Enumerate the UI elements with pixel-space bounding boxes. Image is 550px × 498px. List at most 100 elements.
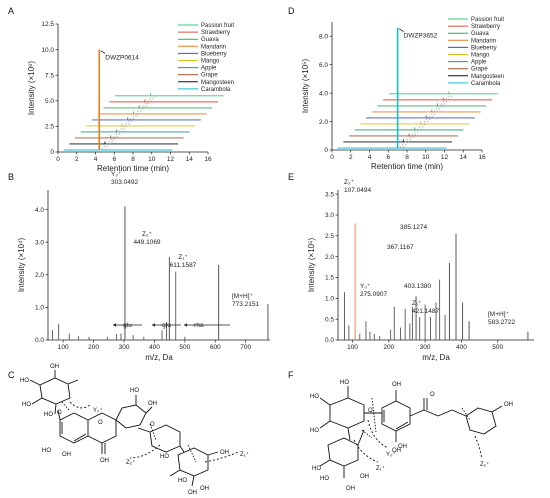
y-axis-label: Intensity (×10⁴) [17, 237, 26, 292]
legend-entry: Strawberry [471, 24, 500, 30]
y-tick-label: 8.0 [319, 33, 328, 40]
atom-label: HO [340, 380, 349, 386]
mz-label: 385.1274 [400, 224, 427, 231]
loss-arrowhead [113, 323, 116, 327]
legend-entry: Carambola [471, 81, 501, 87]
mz-label: 367.1167 [387, 244, 414, 251]
x-tick-label: 200 [383, 344, 394, 351]
panel-label-f: F [288, 370, 294, 380]
x-tick-label: 10 [148, 156, 156, 163]
atom-label: OH [200, 486, 209, 492]
x-axis-label: m/z, Da [145, 353, 173, 362]
y-axis-label: Intensity (×10⁶) [27, 61, 36, 116]
y-tick-label: 1.0 [325, 296, 334, 303]
y-tick-label: 2.5 [45, 124, 54, 131]
fragment-label: Y₀⁺ [386, 451, 396, 458]
legend-entry: Carambola [201, 87, 231, 93]
loss-arrowhead [152, 323, 155, 327]
panel-label-b: B [8, 172, 14, 182]
x-tick-label: 2 [349, 154, 353, 161]
x-axis-label: Retention time (min) [371, 162, 443, 171]
ion-label: Y₀⁺ [360, 283, 371, 290]
annotation-arrow [398, 28, 404, 32]
ion-label: Z₁⁺ [178, 254, 188, 261]
legend-entry: Blueberry [201, 51, 227, 57]
chromatogram-d: 0 2 4 6 8 10 12 14 16 0 2.0 4.0 6.0 8.0 Retention time… [301, 17, 504, 171]
structure-c [29, 370, 239, 487]
atom-label: OH [220, 450, 229, 456]
y-tick-label: 4.0 [319, 90, 328, 97]
structure-f [319, 386, 503, 478]
mz-label: 773.2151 [232, 301, 259, 308]
ion-label: Y₀⁺ [111, 171, 122, 178]
x-tick-label: 8 [131, 156, 135, 163]
legend-entry: Apple [471, 60, 487, 66]
x-tick-label: 300 [119, 344, 130, 351]
ion-label: [M+H]⁺ [488, 311, 510, 318]
atom-label: O [150, 422, 155, 428]
atom-label: OH [392, 382, 401, 388]
atom-label: HO [312, 466, 321, 472]
ion-label: [M+H]⁺ [232, 293, 254, 300]
atom-label: HO [178, 478, 187, 484]
legend-entry: Apple [201, 66, 217, 72]
x-tick-label: 0 [56, 156, 60, 163]
x-tick-label: 4 [368, 154, 372, 161]
atom-label: OH [504, 402, 513, 408]
atom-label: OH [360, 474, 369, 480]
y-tick-label: 0.0 [35, 337, 44, 344]
atom-label: HO [310, 428, 319, 434]
atom-label: HO [42, 448, 51, 454]
ion-label: Z₁⁺ [412, 300, 422, 307]
depth-guide [101, 95, 153, 151]
x-tick-label: 4 [94, 156, 98, 163]
x-tick-label: 400 [149, 344, 160, 351]
x-tick-label: 100 [347, 344, 358, 351]
fragment-label: Z₂⁺ [126, 459, 135, 466]
y-tick-label: 10.0 [41, 47, 54, 54]
panel-label-e: E [288, 172, 294, 182]
atom-label: O [98, 420, 103, 426]
y-tick-label: 2.5 [325, 233, 334, 240]
atom-label: OH [346, 486, 355, 492]
x-tick-label: 300 [420, 344, 431, 351]
x-tick-label: 14 [460, 154, 468, 161]
legend-entry: Mandarin [471, 38, 496, 44]
fragment-label: Z₂⁺ [480, 461, 489, 468]
atom-label: O [368, 408, 373, 414]
loss-label: -glu [121, 322, 132, 329]
x-tick-label: 8 [405, 154, 409, 161]
atom-label: HO [310, 394, 319, 400]
x-tick-label: 500 [179, 344, 190, 351]
y-tick-label: 0.5 [325, 316, 334, 323]
atom-label: HO [20, 378, 29, 384]
y-tick-label: 0 [324, 147, 328, 154]
atom-label: OH [392, 448, 401, 454]
legend-entry: Guava [201, 37, 219, 43]
legend-entry: Strawberry [201, 30, 230, 36]
y-tick-label: 0 [50, 149, 54, 156]
y-tick-label: 3.0 [35, 239, 44, 246]
y-tick-label: 1.5 [325, 275, 334, 282]
depth-guide [402, 93, 455, 149]
legend-entry: Grape [471, 67, 488, 73]
x-tick-label: 16 [478, 154, 486, 161]
mz-label: 583.2722 [488, 319, 515, 326]
y-tick-label: 12.5 [41, 21, 54, 28]
mz-label: 449.1069 [133, 239, 160, 246]
x-tick-label: 14 [186, 156, 194, 163]
x-tick-label: 2 [75, 156, 79, 163]
loss-label: -glu [160, 322, 171, 329]
legend-entry: Guava [471, 31, 489, 37]
x-tick-label: 12 [441, 154, 449, 161]
y-axis-label: Intensity (×10⁵) [307, 238, 316, 293]
peak-annotation: DWZP0614 [105, 55, 139, 62]
mz-label: 107.0494 [344, 187, 371, 194]
atom-label: OH [62, 452, 71, 458]
ion-label: Z₂⁺ [142, 231, 152, 238]
depth-guide [399, 93, 452, 149]
atom-label: HO [130, 388, 139, 394]
atom-label: HO [44, 412, 53, 418]
